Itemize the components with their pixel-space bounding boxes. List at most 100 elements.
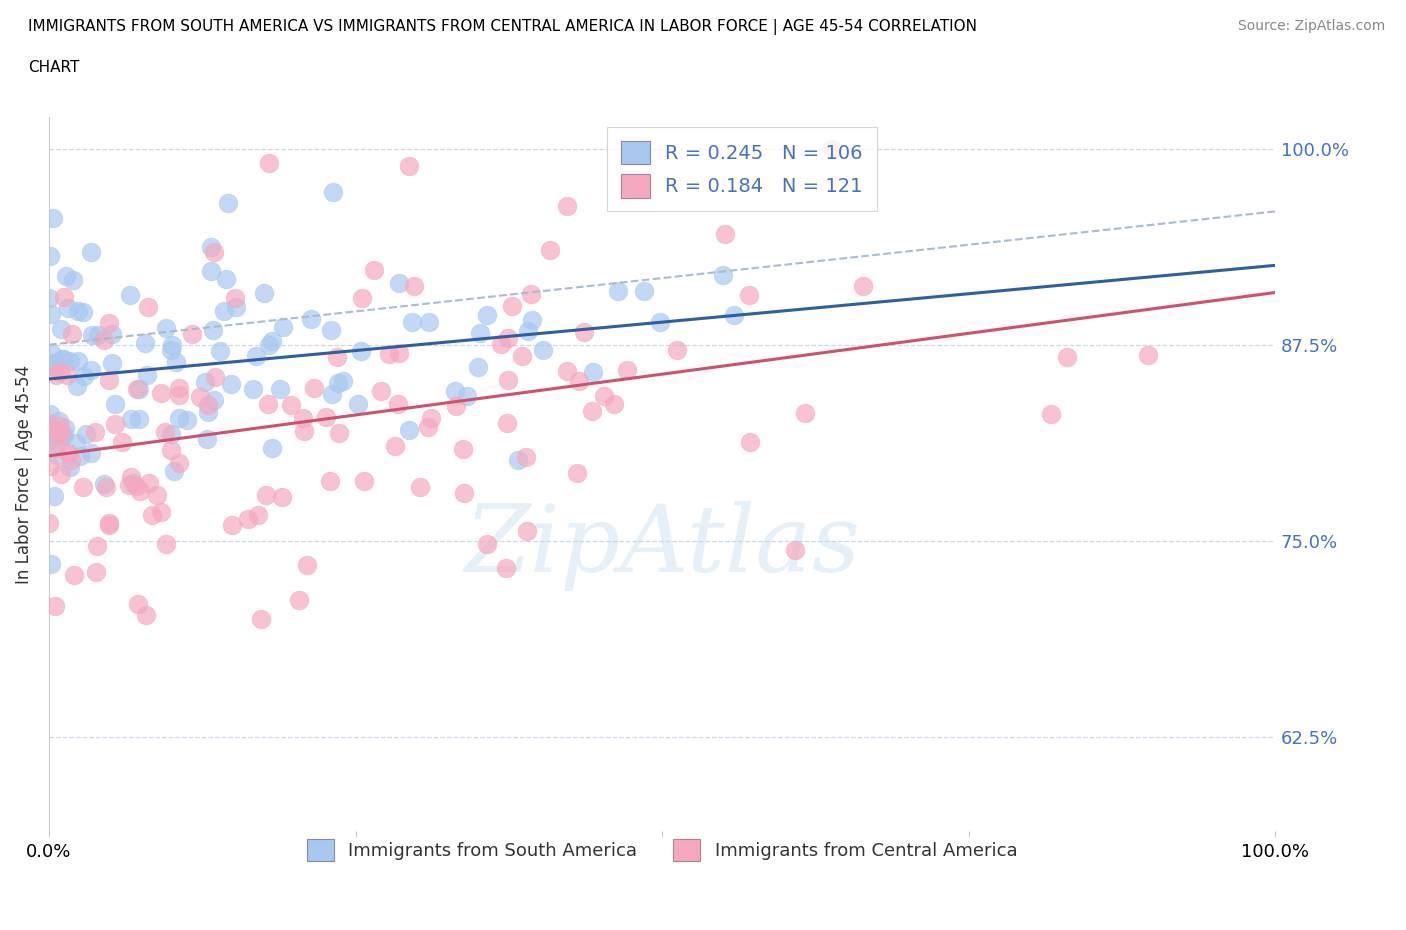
Point [160, 443, 183, 458]
Point [49, 427, 72, 442]
Point [280, 397, 302, 412]
Point [723, 307, 745, 322]
Point [616, 363, 638, 378]
Point [292, 424, 315, 439]
Point [80, 363, 103, 378]
Point [87, 327, 110, 342]
Point [55, 268, 77, 283]
Point [52, 352, 75, 366]
Point [259, 156, 281, 171]
Point [134, 336, 156, 351]
Point [39, 358, 62, 373]
Point [75, 426, 97, 441]
Point [299, 312, 322, 326]
Point [38, 358, 60, 373]
Point [467, 359, 489, 374]
Point [165, 354, 187, 369]
Point [49, 322, 72, 337]
Point [149, 385, 172, 400]
Point [321, 387, 343, 402]
Point [98, 315, 121, 330]
Point [160, 338, 183, 352]
Point [169, 380, 191, 395]
Legend: Immigrants from South America, Immigrants from Central America: Immigrants from South America, Immigrant… [299, 831, 1025, 869]
Point [195, 432, 218, 446]
Point [793, 405, 815, 420]
Point [120, 287, 142, 302]
Point [347, 396, 370, 411]
Point [38, 249, 60, 264]
Point [125, 381, 148, 396]
Point [58, 301, 80, 316]
Point [100, 327, 122, 342]
Point [260, 441, 283, 456]
Point [128, 381, 150, 396]
Point [197, 405, 219, 419]
Point [477, 537, 499, 551]
Point [42, 211, 65, 226]
Point [208, 344, 231, 359]
Point [52, 352, 75, 366]
Point [72, 304, 94, 319]
Point [52, 428, 75, 443]
Point [66, 353, 89, 368]
Point [120, 470, 142, 485]
Point [97, 518, 120, 533]
Point [319, 473, 342, 488]
Point [328, 426, 350, 441]
Point [650, 314, 672, 329]
Point [516, 524, 538, 538]
Point [39, 306, 62, 321]
Point [519, 286, 541, 301]
Point [332, 374, 354, 389]
Point [97, 516, 120, 531]
Point [602, 396, 624, 411]
Point [38, 291, 60, 306]
Point [295, 558, 318, 573]
Point [271, 490, 294, 505]
Point [45, 367, 67, 382]
Point [167, 388, 190, 403]
Point [384, 439, 406, 454]
Point [388, 345, 411, 360]
Point [1056, 349, 1078, 364]
Point [214, 304, 236, 319]
Point [581, 365, 603, 379]
Point [41, 432, 63, 447]
Point [56, 367, 79, 382]
Point [38, 416, 60, 431]
Point [665, 342, 688, 357]
Point [215, 272, 238, 286]
Point [245, 349, 267, 364]
Point [204, 245, 226, 259]
Point [443, 383, 465, 398]
Point [633, 284, 655, 299]
Point [269, 381, 291, 396]
Point [326, 375, 349, 390]
Point [508, 452, 530, 467]
Point [302, 380, 325, 395]
Point [136, 299, 159, 314]
Point [567, 373, 589, 388]
Point [202, 323, 225, 338]
Point [59, 459, 82, 474]
Point [498, 331, 520, 346]
Point [453, 485, 475, 500]
Point [163, 463, 186, 478]
Point [45, 354, 67, 369]
Point [128, 484, 150, 498]
Point [176, 412, 198, 427]
Point [221, 517, 243, 532]
Point [145, 488, 167, 503]
Point [93, 333, 115, 348]
Point [418, 314, 440, 329]
Point [42, 488, 65, 503]
Point [135, 607, 157, 622]
Text: IMMIGRANTS FROM SOUTH AMERICA VS IMMIGRANTS FROM CENTRAL AMERICA IN LABOR FORCE : IMMIGRANTS FROM SOUTH AMERICA VS IMMIGRA… [28, 19, 977, 34]
Point [202, 392, 225, 407]
Point [66, 303, 89, 318]
Point [444, 398, 467, 413]
Point [821, 141, 844, 156]
Point [82, 327, 104, 342]
Point [714, 227, 737, 242]
